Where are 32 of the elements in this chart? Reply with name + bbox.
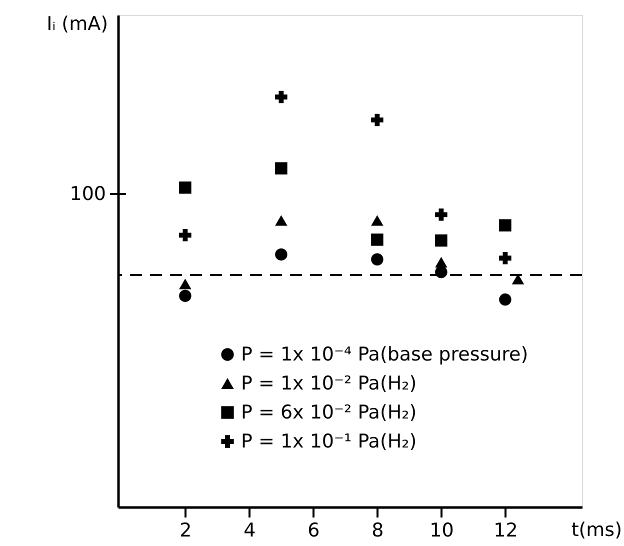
point (499, 219, 512, 232)
point (275, 90, 288, 104)
point (435, 208, 448, 221)
point (512, 274, 524, 284)
point (179, 290, 192, 302)
point (275, 248, 288, 261)
legend-label: P = 1x 10⁻² Pa(H₂) (241, 372, 417, 394)
point (371, 114, 384, 126)
x-tick-label: 2 (180, 520, 192, 542)
point (499, 252, 512, 264)
point (371, 234, 384, 246)
legend-label: P = 6x 10⁻² Pa(H₂) (241, 402, 417, 424)
point (435, 256, 448, 268)
x-tick-label: 12 (494, 520, 518, 542)
x-axis-title: t(ms) (571, 519, 622, 541)
point (179, 181, 192, 194)
x-tick-label: 8 (372, 520, 384, 542)
point (499, 293, 512, 306)
point (179, 229, 192, 242)
x-tick-label: 6 (308, 520, 320, 542)
point (371, 253, 384, 266)
point (371, 215, 384, 226)
legend-label: P = 1x 10⁻¹ Pa(H₂) (241, 430, 417, 452)
x-tick-label: 10 (430, 520, 454, 542)
y-axis-title: Iᵢ (mA) (46, 13, 108, 35)
point (275, 215, 288, 226)
legend-label: P = 1x 10⁻⁴ Pa(base pressure) (241, 344, 528, 366)
text: 100 (70, 183, 106, 205)
point (275, 162, 288, 174)
point (179, 278, 192, 290)
point (435, 234, 448, 247)
x-tick-label: 4 (244, 520, 256, 542)
